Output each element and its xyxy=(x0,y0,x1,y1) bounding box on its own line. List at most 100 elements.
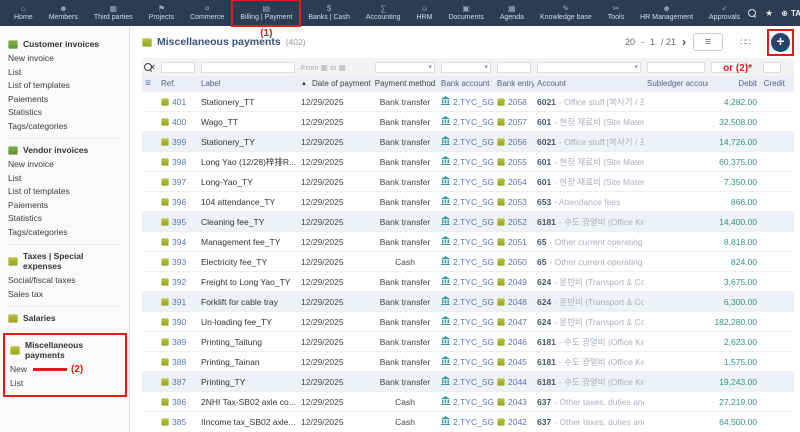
table-row[interactable]: 393 Electricity fee_TY 12/29/2025 Cash 2.TYC… xyxy=(142,251,794,271)
page-size-selector[interactable]: 20 xyxy=(624,37,635,47)
nav-item-approvals[interactable]: ✓ Approvals xyxy=(701,0,748,26)
nav-item-commerce[interactable]: ¤ Commerce xyxy=(182,0,232,26)
language-selector[interactable]: ⊕ TAIWAN ▾ xyxy=(781,9,800,18)
nav-item-knowledge-base[interactable]: ✎ Knowledge base xyxy=(532,0,600,26)
ref-link[interactable]: 399 xyxy=(172,136,187,147)
column-header-bank-entry[interactable]: Bank entry xyxy=(494,79,534,88)
column-header-payment-method[interactable]: Payment method xyxy=(372,79,438,88)
bank-account-link[interactable]: 2.TYC_SGN xyxy=(453,316,494,327)
sidebar-item-tags-categories[interactable]: Tags/categories xyxy=(8,120,123,134)
column-header-credit[interactable]: Credit xyxy=(760,79,788,88)
bank-account-link[interactable]: 2.TYC_SGN xyxy=(453,356,494,367)
table-row[interactable]: 395 Cleaning fee_TY 12/29/2025 Bank transfe… xyxy=(142,211,794,231)
column-header-date-of-payment[interactable]: ▲ Date of payment xyxy=(298,79,372,88)
ref-link[interactable]: 396 xyxy=(172,196,187,207)
bank-account-link[interactable]: 2.TYC_SGN xyxy=(453,216,494,227)
filter-bank-entry-input[interactable] xyxy=(497,61,531,73)
ref-link[interactable]: 387 xyxy=(172,376,187,387)
sidebar-item-statistics[interactable]: Statistics xyxy=(8,106,123,120)
bank-entry-link[interactable]: 2050 xyxy=(508,256,527,267)
column-header-account[interactable]: Account xyxy=(534,79,644,88)
bank-entry-link[interactable]: 2058 xyxy=(508,96,527,107)
bank-entry-link[interactable]: 2043 xyxy=(508,396,527,407)
bank-account-link[interactable]: 2.TYC_SGN xyxy=(453,376,494,387)
next-page-button[interactable]: › xyxy=(682,35,686,49)
bank-account-link[interactable]: 2.TYC_SGN xyxy=(453,396,494,407)
nav-item-tools[interactable]: ✂ Tools xyxy=(600,0,632,26)
column-header-label[interactable]: Label xyxy=(198,79,298,88)
column-header-debit[interactable]: Debit xyxy=(708,79,760,88)
table-row[interactable]: 388 Printing_Tainan 12/29/2025 Bank transfe… xyxy=(142,351,794,371)
table-row[interactable]: 390 Un-loading fee_TY 12/29/2025 Bank trans… xyxy=(142,311,794,331)
table-row[interactable]: 387 Printing_TY 12/29/2025 Bank transfer 2.T… xyxy=(142,371,794,391)
calendar-icon[interactable]: ▦ xyxy=(320,62,329,72)
nav-item-projects[interactable]: ⚑ Projects xyxy=(141,0,182,26)
sidebar-item-new-invoice[interactable]: New invoice xyxy=(8,158,123,172)
table-row[interactable]: 397 Long-Yao_TY 12/29/2025 Bank transfer 2.T… xyxy=(142,171,794,191)
filter-debit-input[interactable] xyxy=(711,61,748,73)
list-view-button[interactable]: ≡ xyxy=(693,33,723,51)
table-row[interactable]: 389 Printing_Taitung 12/29/2025 Bank transf… xyxy=(142,331,794,351)
ref-link[interactable]: 390 xyxy=(172,316,187,327)
sidebar-item-list[interactable]: List xyxy=(8,172,123,186)
column-header-bank-account[interactable]: Bank account xyxy=(438,79,494,88)
table-row[interactable]: 400 Wago_TT 12/29/2025 Bank transfer 2.TYC_S… xyxy=(142,111,794,131)
bank-entry-link[interactable]: 2053 xyxy=(508,196,527,207)
add-new-button[interactable]: + xyxy=(771,32,790,52)
ref-link[interactable]: 398 xyxy=(172,156,187,167)
sidebar-item-new-invoice[interactable]: New invoice xyxy=(8,52,123,66)
bank-entry-link[interactable]: 2052 xyxy=(508,216,527,227)
table-row[interactable]: 394 Management fee_TY 12/29/2025 Bank trans… xyxy=(142,231,794,251)
nav-item-members[interactable]: ☻ Members xyxy=(41,0,86,26)
ref-link[interactable]: 385 xyxy=(172,416,187,427)
bank-entry-link[interactable]: 2057 xyxy=(508,116,527,127)
bank-entry-link[interactable]: 2045 xyxy=(508,356,527,367)
filter-label-input[interactable] xyxy=(201,61,295,73)
bank-account-link[interactable]: 2.TYC_SGN xyxy=(453,336,494,347)
table-row[interactable]: 399 Stationery_TY 12/29/2025 Bank transfer 2… xyxy=(142,131,794,151)
table-row[interactable]: 385 IIncome tax_SB02 axle... 12/29/2025 Cas… xyxy=(142,411,794,431)
bank-account-link[interactable]: 2.TYC_SGN xyxy=(453,196,494,207)
bank-entry-link[interactable]: 2048 xyxy=(508,296,527,307)
bank-entry-link[interactable]: 2054 xyxy=(508,176,527,187)
search-icon[interactable] xyxy=(748,8,757,18)
bank-entry-link[interactable]: 2047 xyxy=(508,316,527,327)
nav-item-banks-cash[interactable]: $ Banks | Cash xyxy=(300,0,358,26)
sidebar-item-social-fiscal-taxes[interactable]: Social/fiscal taxes xyxy=(8,274,123,288)
sidebar-item-sales-tax[interactable]: Sales tax xyxy=(8,288,123,302)
sidebar-item-statistics[interactable]: Statistics xyxy=(8,212,123,226)
bank-account-link[interactable]: 2.TYC_SGN xyxy=(453,276,494,287)
sidebar-item-tags-categories[interactable]: Tags/categories xyxy=(8,226,123,240)
ref-link[interactable]: 391 xyxy=(172,296,187,307)
nav-item-accounting[interactable]: ∑ Accounting xyxy=(358,0,409,26)
ref-link[interactable]: 397 xyxy=(172,176,187,187)
filter-subledger-input[interactable] xyxy=(647,61,705,73)
filter-search-icon[interactable] xyxy=(144,62,151,72)
bank-account-link[interactable]: 2.TYC_SGN xyxy=(453,116,494,127)
calendar-icon[interactable]: ▦ xyxy=(338,62,346,72)
grid-view-button[interactable]: ∷∷ xyxy=(730,33,760,51)
sidebar-item-paiements[interactable]: Paiements xyxy=(8,199,123,213)
bank-account-link[interactable]: 2.TYC_SGN xyxy=(453,136,494,147)
ref-link[interactable]: 386 xyxy=(172,396,187,407)
sidebar-item-list-of-templates[interactable]: List of templates xyxy=(8,185,123,199)
sidebar-item-list-of-templates[interactable]: List of templates xyxy=(8,79,123,93)
bank-account-link[interactable]: 2.TYC_SGN xyxy=(453,176,494,187)
bank-account-link[interactable]: 2.TYC_SGN xyxy=(453,96,494,107)
bank-account-link[interactable]: 2.TYC_SGN xyxy=(453,256,494,267)
bank-entry-link[interactable]: 2046 xyxy=(508,336,527,347)
select-all-icon[interactable]: ≡ xyxy=(145,78,151,89)
table-row[interactable]: 396 104 attendance_TY 12/29/2025 Bank trans… xyxy=(142,191,794,211)
bank-entry-link[interactable]: 2051 xyxy=(508,236,527,247)
filter-account-select[interactable]: ▾ xyxy=(537,61,641,73)
ref-link[interactable]: 400 xyxy=(172,116,187,127)
bank-account-link[interactable]: 2.TYC_SGN xyxy=(453,156,494,167)
nav-item-documents[interactable]: ▣ Documents xyxy=(440,0,491,26)
ref-link[interactable]: 394 xyxy=(172,236,187,247)
ref-link[interactable]: 392 xyxy=(172,276,187,287)
bank-entry-link[interactable]: 2056 xyxy=(508,136,527,147)
bank-entry-link[interactable]: 2049 xyxy=(508,276,527,287)
ref-link[interactable]: 393 xyxy=(172,256,187,267)
sidebar-item-paiements[interactable]: Paiements xyxy=(8,93,123,107)
bank-account-link[interactable]: 2.TYC_SGN xyxy=(453,416,494,427)
